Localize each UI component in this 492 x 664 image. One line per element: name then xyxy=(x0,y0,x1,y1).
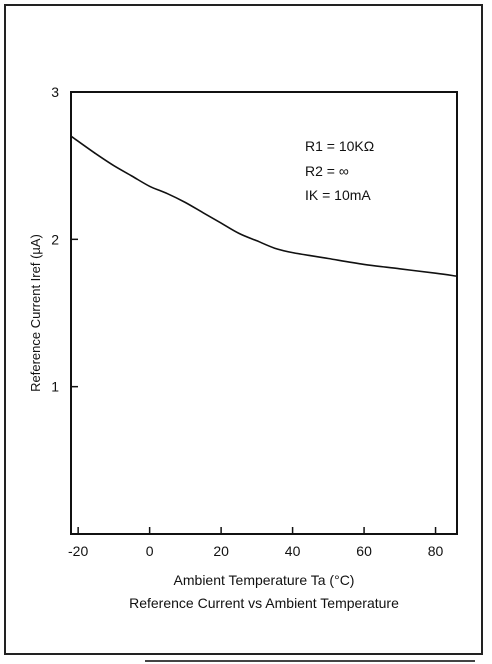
y-tick-label: 1 xyxy=(51,379,59,395)
x-tick-label: 20 xyxy=(213,543,229,559)
x-tick-label: 40 xyxy=(285,543,301,559)
y-tick-label: 2 xyxy=(51,231,59,247)
x-axis-ticks: -20 0 20 40 60 80 xyxy=(68,527,444,559)
series-line xyxy=(70,135,458,277)
figure-frame xyxy=(4,4,483,655)
x-tick-label: 60 xyxy=(356,543,372,559)
x-tick-label: 0 xyxy=(146,543,154,559)
x-axis-label: Ambient Temperature Ta (°C) xyxy=(174,572,355,588)
annotation-ik: IK = 10mA xyxy=(305,187,371,203)
annotation-r2: R2 = ∞ xyxy=(305,163,349,179)
y-axis-ticks: 1 2 3 xyxy=(51,84,78,395)
y-tick-label: 3 xyxy=(51,84,59,100)
annotation-r1: R1 = 10KΩ xyxy=(305,138,374,154)
x-tick-label: -20 xyxy=(68,543,88,559)
x-tick-label: 80 xyxy=(428,543,444,559)
y-axis-label: Reference Current Iref (µA) xyxy=(28,234,43,392)
bottom-rule xyxy=(145,660,475,662)
plot-area xyxy=(70,91,458,535)
chart-title: Reference Current vs Ambient Temperature xyxy=(129,595,399,611)
